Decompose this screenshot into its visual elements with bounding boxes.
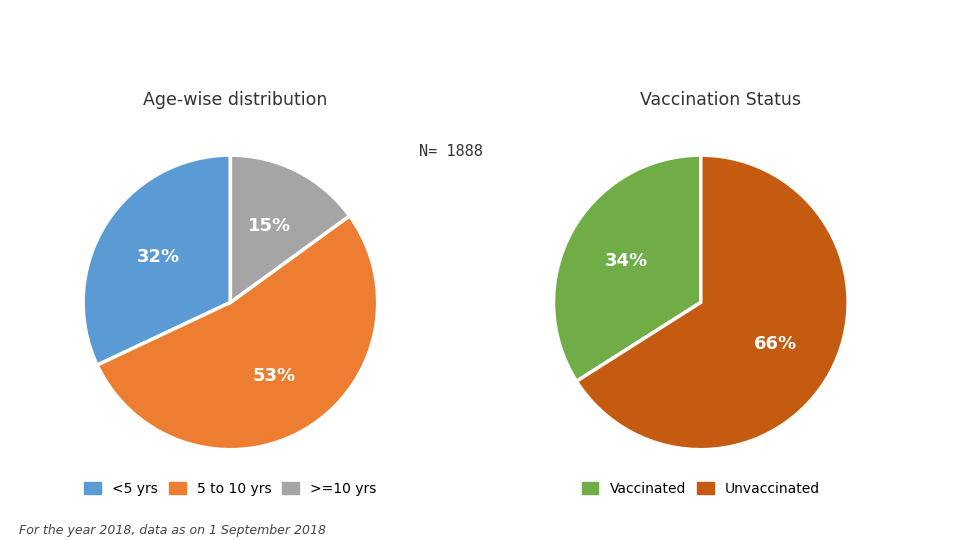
Legend: <5 yrs, 5 to 10 yrs, >=10 yrs: <5 yrs, 5 to 10 yrs, >=10 yrs: [79, 476, 382, 501]
Legend: Vaccinated, Unvaccinated: Vaccinated, Unvaccinated: [576, 476, 826, 501]
Text: Data from Uttar Pradesh, 2016-18, Line listing of Diphtheria cases: Data from Uttar Pradesh, 2016-18, Line l…: [78, 25, 882, 45]
Wedge shape: [84, 155, 230, 365]
Wedge shape: [97, 216, 377, 450]
Wedge shape: [576, 155, 848, 450]
Text: Vaccination Status: Vaccination Status: [639, 91, 801, 109]
Text: For the year 2018, data as on 1 September 2018: For the year 2018, data as on 1 Septembe…: [19, 524, 326, 537]
Text: 15%: 15%: [248, 217, 291, 235]
Text: 66%: 66%: [755, 335, 797, 353]
Wedge shape: [554, 155, 701, 381]
Text: 34%: 34%: [605, 252, 647, 270]
Wedge shape: [230, 155, 349, 302]
Text: N= 1888: N= 1888: [420, 144, 483, 159]
Text: 32%: 32%: [136, 248, 180, 266]
Text: Age-wise distribution: Age-wise distribution: [143, 91, 327, 109]
Text: 53%: 53%: [252, 367, 296, 385]
